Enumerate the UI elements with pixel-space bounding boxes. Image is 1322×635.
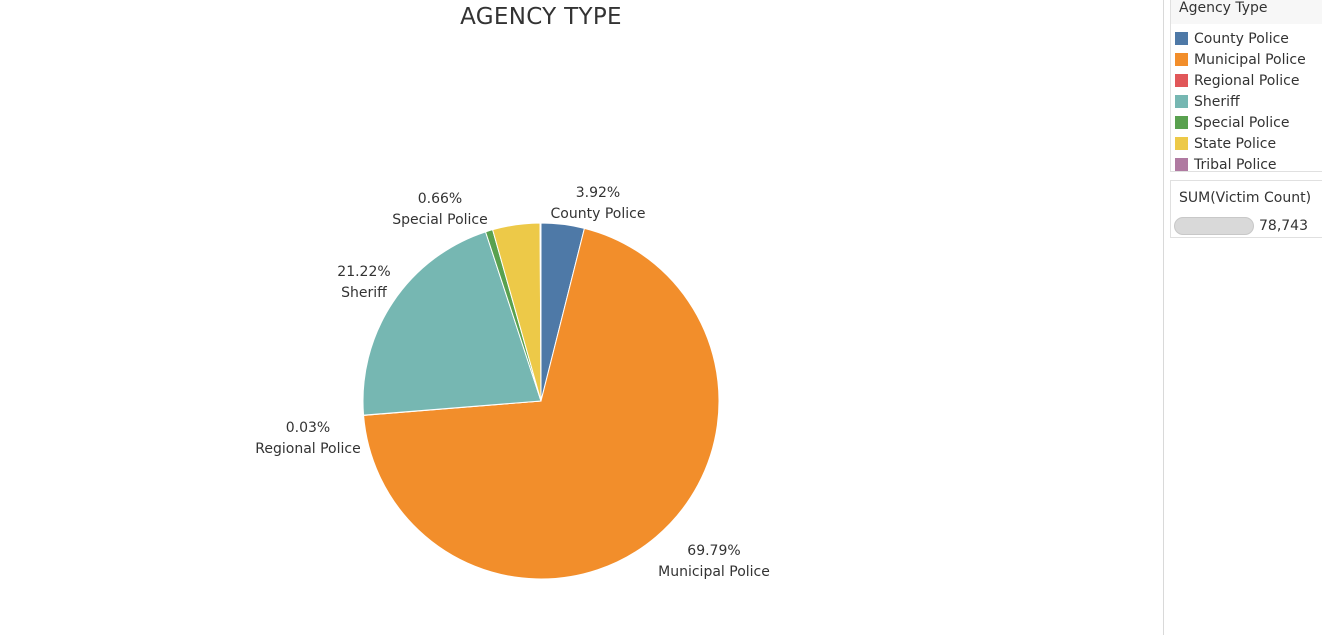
- size-legend: SUM(Victim Count) 78,743: [1170, 180, 1322, 238]
- pie-chart: 3.92% County Police 69.79% Municipal Police…: [255, 185, 770, 580]
- size-legend-title: SUM(Victim Count): [1179, 190, 1312, 206]
- legend-label-municipal-police: Municipal Police: [1194, 51, 1306, 68]
- legend-item-tribal-police[interactable]: Tribal Police: [1175, 154, 1277, 175]
- size-legend-bar: [1174, 217, 1254, 235]
- legend-swatch-tribal-police: [1175, 158, 1188, 171]
- slice-category-label-county-police: County Police: [551, 206, 646, 222]
- pie-slice-tribal-police[interactable]: [539, 222, 542, 402]
- slice-percent-label-county-police: 3.92%: [576, 185, 620, 201]
- legend-swatch-special-police: [1175, 116, 1188, 129]
- legend-item-state-police[interactable]: State Police: [1175, 133, 1276, 154]
- slice-category-label-special-police: Special Police: [392, 212, 488, 228]
- legend-label-sheriff: Sheriff: [1194, 93, 1240, 110]
- legend-swatch-sheriff: [1175, 95, 1188, 108]
- slice-percent-label-special-police: 0.66%: [418, 191, 462, 207]
- pie-slice-municipal-police[interactable]: [363, 227, 720, 580]
- legend-label-county-police: County Police: [1194, 30, 1289, 47]
- legend-panel: Agency Type County Police Municipal Polic…: [1163, 0, 1322, 635]
- size-legend-value: 78,743: [1259, 218, 1308, 234]
- legend-label-special-police: Special Police: [1194, 114, 1290, 131]
- legend-swatch-municipal-police: [1175, 53, 1188, 66]
- slice-category-label-regional-police: Regional Police: [255, 441, 360, 457]
- slice-percent-label-municipal-police: 69.79%: [687, 543, 740, 559]
- legend-item-municipal-police[interactable]: Municipal Police: [1175, 49, 1306, 70]
- legend-swatch-county-police: [1175, 32, 1188, 45]
- legend-swatch-regional-police: [1175, 74, 1188, 87]
- legend-item-regional-police[interactable]: Regional Police: [1175, 70, 1299, 91]
- legend-item-county-police[interactable]: County Police: [1175, 28, 1289, 49]
- legend-title: Agency Type: [1171, 0, 1322, 24]
- slice-category-label-municipal-police: Municipal Police: [658, 564, 770, 580]
- slice-percent-label-sheriff: 21.22%: [337, 264, 390, 280]
- chart-title: AGENCY TYPE: [460, 4, 622, 30]
- legend-label-regional-police: Regional Police: [1194, 72, 1300, 89]
- slice-percent-label-regional-police: 0.03%: [286, 420, 330, 436]
- legend-label-tribal-police: Tribal Police: [1194, 156, 1277, 173]
- legend-label-state-police: State Police: [1194, 135, 1277, 152]
- pie-slice-sheriff[interactable]: [362, 231, 542, 416]
- color-legend: Agency Type County Police Municipal Polic…: [1170, 0, 1322, 175]
- legend-item-sheriff[interactable]: Sheriff: [1175, 91, 1240, 112]
- legend-item-special-police[interactable]: Special Police: [1175, 112, 1290, 133]
- slice-category-label-sheriff: Sheriff: [341, 285, 387, 301]
- legend-swatch-state-police: [1175, 137, 1188, 150]
